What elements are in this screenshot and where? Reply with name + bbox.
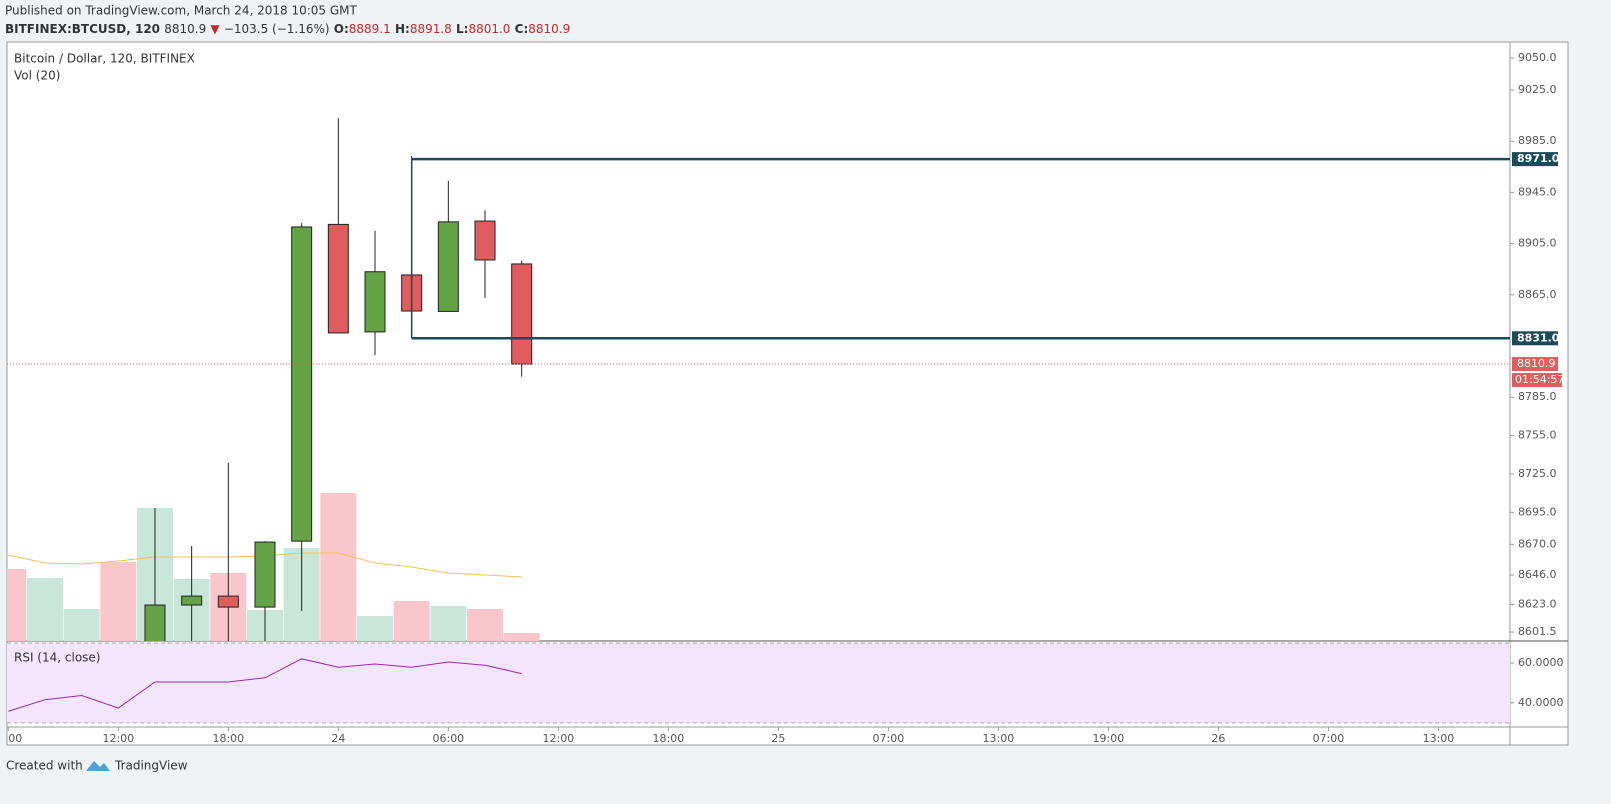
volume-bar	[503, 633, 540, 641]
volume-bar	[467, 609, 504, 641]
logo	[86, 761, 110, 771]
countdown: 01:54:57	[1515, 373, 1564, 386]
level-label: 8971.0	[1517, 152, 1560, 165]
last: 8810.9	[164, 22, 206, 36]
x-tick-label: 12:00	[542, 732, 574, 745]
current-label: 8810.9	[1517, 357, 1556, 370]
volume-bar	[100, 562, 137, 641]
candle-body	[217, 595, 239, 608]
candle-body	[474, 220, 496, 261]
y-tick-label: 8670.0	[1518, 537, 1557, 550]
l: 8801.0	[468, 22, 510, 36]
o-label: O:	[334, 22, 349, 36]
h: 8891.8	[410, 22, 452, 36]
x-tick-label: 18:00	[653, 732, 685, 745]
x-tick-label: 12:00	[102, 732, 134, 745]
x-tick-label: 13:00	[1423, 732, 1455, 745]
o: 8889.1	[349, 22, 391, 36]
y-tick-label: 8695.0	[1518, 505, 1557, 518]
y-tick-label: 8945.0	[1518, 185, 1557, 198]
volume-bar	[320, 493, 357, 641]
x-tick-label: 18:00	[212, 732, 244, 745]
c: 8810.9	[528, 22, 570, 36]
x-tick-label: 07:00	[1313, 732, 1345, 745]
y-tick-label: 9025.0	[1518, 83, 1557, 96]
brand[interactable]: TradingView	[114, 759, 188, 773]
volume-bar	[430, 606, 467, 641]
candle-body	[511, 263, 533, 365]
y-tick-label: 8865.0	[1518, 288, 1557, 301]
rsi-label: RSI (14, close)	[14, 651, 100, 665]
x-tick-label: 19:00	[1093, 732, 1125, 745]
rsi-band	[7, 643, 1510, 723]
volume-bar	[357, 616, 393, 641]
x-tick-label: 06:00	[432, 732, 464, 745]
candle-body	[327, 223, 349, 334]
x-tick-label: 26	[1211, 732, 1225, 745]
y-tick-label: 8755.0	[1518, 429, 1557, 442]
candle-body	[291, 226, 313, 542]
y-tick-label: 9050.0	[1518, 51, 1557, 64]
candle-body	[144, 604, 166, 641]
candle-body	[181, 595, 203, 606]
volume-bar	[393, 601, 430, 641]
arrow: ▼	[210, 22, 220, 36]
x-tick-label: 13:00	[983, 732, 1015, 745]
volume-bar	[7, 569, 27, 641]
x-tick-label: 00	[8, 732, 22, 745]
current-tag	[1512, 357, 1558, 372]
published: Published on TradingView.com, March 24, …	[5, 4, 358, 18]
quote-line: BITFINEX:BTCUSD, 120 8810.9 ▼ −103.5 (−1…	[5, 22, 570, 36]
level-tag	[1512, 152, 1558, 167]
c-label: C:	[515, 22, 529, 36]
x-tick-label: 07:00	[873, 732, 905, 745]
chart-title: Bitcoin / Dollar, 120, BITFINEX	[14, 52, 195, 66]
y-tick-label: 8623.0	[1518, 598, 1557, 611]
rsi-tick-label: 60.0000	[1518, 656, 1564, 669]
y-tick-label: 8905.0	[1518, 237, 1557, 250]
h-label: H:	[395, 22, 410, 36]
level-tag	[1512, 331, 1558, 346]
x-tick-label: 25	[771, 732, 785, 745]
level-label: 8831.0	[1517, 331, 1560, 344]
symbol: BITFINEX:BTCUSD, 120	[5, 22, 160, 36]
volume-bar	[63, 609, 100, 641]
x-tick-label: 24	[331, 732, 345, 745]
y-tick-label: 8785.0	[1518, 390, 1557, 403]
volume-bar	[26, 578, 63, 641]
y-tick-label: 8725.0	[1518, 467, 1557, 480]
created: Created with	[6, 759, 83, 773]
y-tick-label: 8985.0	[1518, 134, 1557, 147]
volume-label: Vol (20)	[14, 69, 60, 83]
candle-body	[364, 271, 386, 333]
candle-body	[437, 221, 459, 312]
change: −103.5 (−1.16%)	[224, 22, 330, 36]
l-label: L:	[456, 22, 468, 36]
candle-body	[254, 541, 276, 608]
countdown-tag	[1512, 373, 1562, 388]
rsi-tick-label: 40.0000	[1518, 696, 1564, 709]
rsi-line	[8, 658, 522, 712]
y-tick-label: 8646.0	[1518, 568, 1557, 581]
y-tick-label: 8601.5	[1518, 625, 1557, 638]
